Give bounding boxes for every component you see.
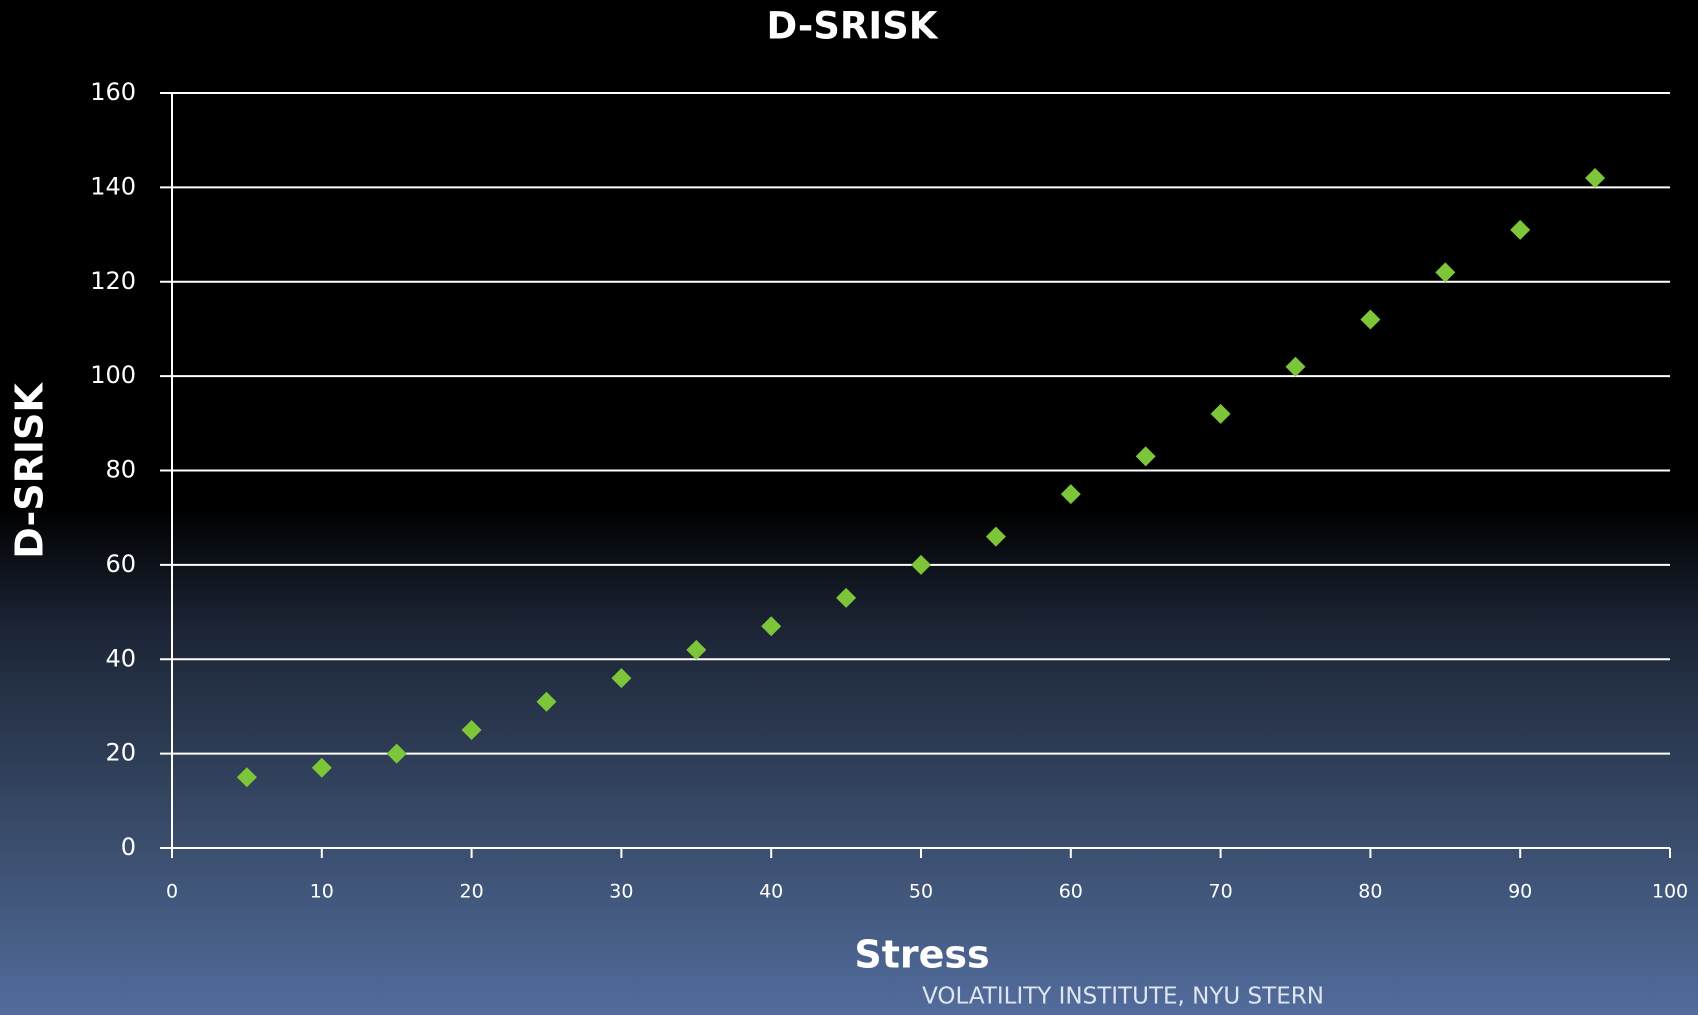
data-point: [1060, 484, 1081, 505]
y-tick-label: 120: [90, 267, 136, 295]
data-point: [1210, 403, 1231, 424]
data-point: [985, 526, 1006, 547]
x-tick-label: 40: [759, 881, 783, 903]
data-point: [1510, 219, 1531, 240]
x-tick-label: 60: [1059, 881, 1083, 903]
data-point: [686, 639, 707, 660]
y-tick-label: 20: [105, 739, 136, 767]
data-point: [536, 691, 557, 712]
y-tick-label: 160: [90, 78, 136, 106]
y-tick-label: 60: [105, 550, 136, 578]
x-tick-label: 0: [166, 881, 178, 903]
data-point: [1135, 446, 1156, 467]
data-point: [1435, 262, 1456, 283]
data-point: [611, 668, 632, 689]
y-tick-label: 40: [105, 644, 136, 672]
x-tick-label: 100: [1652, 881, 1688, 903]
y-axis-label: D-SRISK: [8, 382, 52, 559]
data-point: [236, 767, 257, 788]
data-point: [1585, 167, 1606, 188]
chart-title: D-SRISK: [767, 5, 939, 48]
x-tick-label: 30: [609, 881, 633, 903]
data-point: [461, 720, 482, 741]
x-tick-label: 70: [1209, 881, 1233, 903]
data-point: [761, 616, 782, 637]
footer: VOLATILITY INSTITUTE, NYU STERN: [922, 984, 1324, 1010]
y-tick-label: 100: [90, 361, 136, 389]
data-point: [836, 587, 857, 608]
x-tick-label: 80: [1358, 881, 1382, 903]
x-tick-label: 20: [460, 881, 484, 903]
data-point: [311, 757, 332, 778]
data-point: [386, 743, 407, 764]
x-tick-label: 90: [1508, 881, 1532, 903]
x-axis-label: Stress: [854, 933, 989, 977]
x-tick-label: 50: [909, 881, 933, 903]
y-tick-label: 140: [90, 172, 136, 200]
data-point: [1360, 309, 1381, 330]
data-point: [911, 554, 931, 575]
data-point: [1285, 356, 1306, 377]
y-tick-label: 0: [121, 833, 136, 861]
x-tick-label: 10: [310, 881, 334, 903]
y-tick-label: 80: [105, 456, 136, 484]
